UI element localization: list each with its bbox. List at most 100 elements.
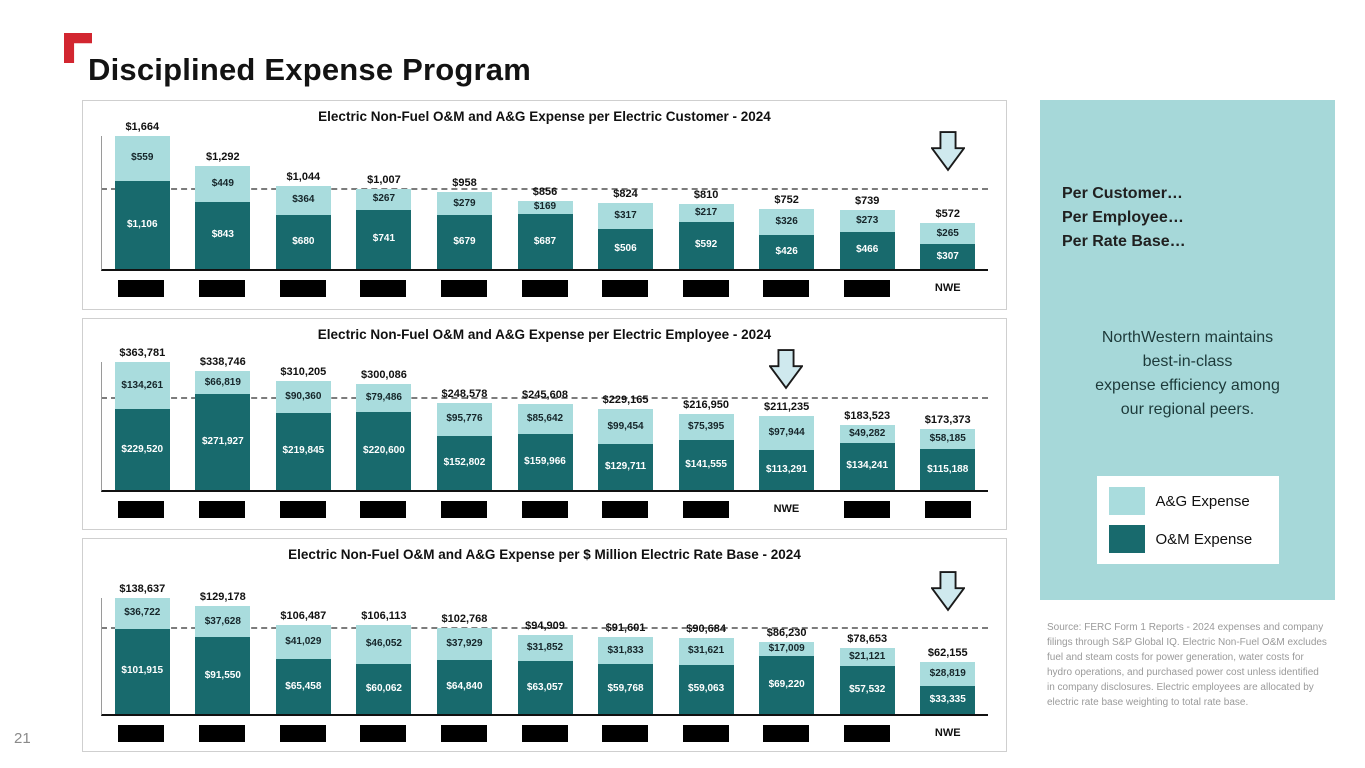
category-slot (262, 500, 343, 518)
down-arrow-icon (930, 131, 965, 172)
om-expense-segment: $65,458 (275, 659, 331, 714)
om-expense-segment: $141,555 (678, 440, 734, 490)
stacked-bar: $363,781 $134,261 $229,520 (114, 347, 170, 490)
bar-total-label: $1,044 (286, 170, 321, 183)
bar-total-label: $300,086 (360, 369, 407, 382)
redacted-company-label (198, 724, 245, 742)
bar-slot: $739 $273 $466 (827, 136, 908, 269)
ag-value-label: $97,944 (768, 426, 805, 438)
ag-value-label: $75,395 (688, 420, 725, 432)
bar-total-label: $248,578 (441, 387, 488, 400)
ag-expense-segment: $267 (356, 188, 412, 210)
bar-total-label: $810 (693, 189, 719, 202)
ag-value-label: $134,261 (121, 379, 164, 391)
bar-slot: $310,205 $90,360 $219,845 (263, 362, 344, 490)
ag-expense-segment: $279 (436, 192, 492, 215)
om-value-label: $141,555 (685, 459, 727, 471)
om-value-label: $64,840 (446, 680, 483, 692)
ag-value-label: $46,052 (365, 638, 402, 650)
ag-value-label: $58,185 (929, 433, 966, 445)
ag-value-label: $28,819 (929, 668, 966, 680)
om-value-label: $33,335 (929, 694, 966, 706)
om-expense-segment: $687 (517, 214, 573, 269)
om-expense-segment: $592 (678, 221, 734, 269)
ag-expense-segment: $79,486 (356, 384, 412, 413)
ag-value-label: $41,029 (285, 636, 322, 648)
category-slot (746, 724, 827, 742)
om-value-label: $65,458 (285, 680, 322, 692)
category-slot (665, 500, 746, 518)
ag-value-label: $217 (694, 206, 718, 218)
redacted-company-label (763, 724, 810, 742)
redacted-company-label (521, 724, 568, 742)
category-slot (827, 500, 908, 518)
om-value-label: $426 (775, 245, 798, 257)
bar-slot: $1,007 $267 $741 (344, 136, 425, 269)
bar-slot: $810 $217 $592 (666, 136, 747, 269)
redacted-company-label (360, 279, 407, 297)
ag-value-label: $31,833 (607, 644, 644, 656)
stacked-bar: $1,664 $559 $1,106 (114, 121, 170, 269)
om-expense-segment: $69,220 (759, 656, 815, 714)
ag-value-label: $326 (775, 215, 798, 227)
stacked-bar: $211,235 $97,944 $113,291 (759, 401, 815, 490)
source-note: Source: FERC Form 1 Reports - 2024 expen… (1047, 622, 1327, 708)
category-slot (343, 724, 424, 742)
bar-slot: $183,523 $49,282 $134,241 (827, 362, 908, 490)
redacted-company-label (924, 500, 971, 518)
stacked-bar: $173,373 $58,185 $115,188 (920, 414, 976, 490)
bar-slot: $86,230 $17,009 $69,220 (746, 598, 827, 714)
legend-label-om: O&M Expense (1155, 530, 1253, 548)
om-expense-segment: $63,057 (517, 661, 573, 714)
stacked-bar: $1,044 $364 $680 (275, 171, 331, 269)
bar-total-label: $102,768 (441, 613, 488, 626)
ag-expense-segment: $90,360 (275, 380, 331, 413)
om-value-label: $506 (614, 242, 637, 254)
ag-expense-segment: $265 (920, 223, 976, 245)
chart-panel-per-customer: Electric Non-Fuel O&M and A&G Expense pe… (82, 100, 1007, 310)
category-slot (585, 500, 666, 518)
ag-value-label: $279 (453, 197, 476, 209)
category-slot (746, 279, 827, 297)
ag-value-label: $21,121 (849, 651, 886, 663)
ag-value-label: $37,929 (446, 637, 483, 649)
ag-value-label: $37,628 (204, 615, 241, 627)
om-value-label: $60,062 (365, 682, 402, 694)
ag-value-label: $17,009 (768, 642, 805, 654)
ag-value-label: $85,642 (526, 412, 564, 424)
ag-value-label: $317 (614, 209, 637, 221)
bar-slot: $129,178 $37,628 $91,550 (183, 591, 264, 714)
stacked-bar: $138,637 $36,722 $101,915 (114, 583, 170, 714)
stacked-bar: $78,653 $21,121 $57,532 (839, 633, 895, 714)
stacked-bar: $300,086 $79,486 $220,600 (356, 369, 412, 490)
stacked-bar: $245,608 $85,642 $159,966 (517, 389, 573, 490)
category-row: NWE (101, 724, 988, 742)
redacted-company-label (602, 279, 649, 297)
page-number: 21 (14, 730, 31, 747)
chart-title-per-customer: Electric Non-Fuel O&M and A&G Expense pe… (318, 109, 771, 124)
legend-label-ag: A&G Expense (1155, 492, 1250, 510)
chart-title-per-rate-base: Electric Non-Fuel O&M and A&G Expense pe… (288, 547, 801, 562)
stacked-bar: $91,601 $31,833 $59,768 (598, 622, 654, 714)
category-slot (182, 500, 263, 518)
bar-total-label: $752 (774, 193, 799, 206)
om-value-label: $592 (694, 239, 718, 251)
stacked-bar: $94,909 $31,852 $63,057 (517, 620, 573, 714)
redacted-company-label (682, 279, 729, 297)
redacted-company-label (844, 279, 891, 297)
ag-value-label: $31,852 (526, 641, 564, 653)
ag-expense-segment: $85,642 (517, 403, 573, 434)
stacked-bar: $1,007 $267 $741 (356, 174, 412, 269)
bar-total-label: $856 (532, 185, 558, 198)
stacked-bar: $62,155 $28,819 $33,335 (920, 647, 976, 714)
summary-text: NorthWestern maintains best-in-class exp… (1095, 329, 1280, 418)
redacted-company-label (602, 724, 649, 742)
plot-area: $138,637 $36,722 $101,915 $129,178 $37,628 $9… (101, 571, 988, 716)
bar-total-label: $129,178 (199, 590, 246, 603)
redacted-company-label (763, 279, 810, 297)
bar-slot: $94,909 $31,852 $63,057 (505, 598, 586, 714)
om-value-label: $741 (372, 233, 396, 245)
category-slot (665, 724, 746, 742)
headline-per-customer: Per Customer… (1062, 185, 1183, 202)
bar-slot: $138,637 $36,722 $101,915 (102, 583, 183, 714)
